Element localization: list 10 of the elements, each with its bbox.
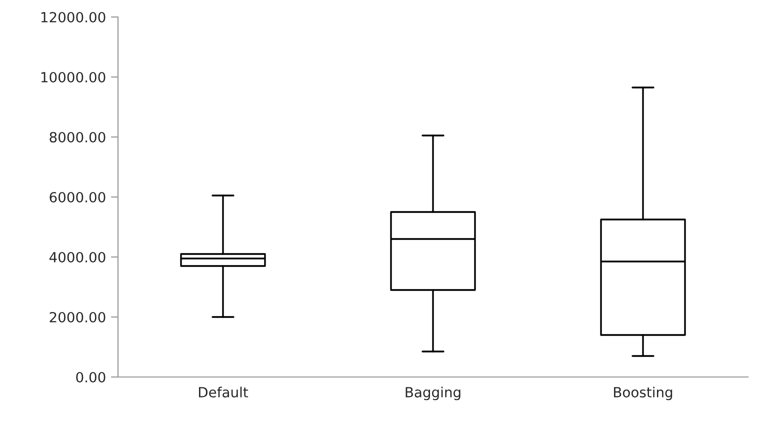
y-tick-label: 6000.00	[50, 192, 106, 202]
y-tick-label: 0.00	[76, 372, 106, 382]
x-tick-label: Bagging	[406, 386, 460, 400]
y-tick-label: 8000.00	[50, 132, 106, 142]
y-tick-label: 4000.00	[49, 252, 106, 262]
y-tick-label: 2000.00	[50, 312, 106, 322]
x-tick-label: Boosting	[614, 386, 672, 400]
y-tick-label: 12000.00	[41, 12, 106, 22]
y-tick-label: 10000.00	[41, 72, 106, 82]
x-tick-label: Default	[198, 386, 248, 398]
